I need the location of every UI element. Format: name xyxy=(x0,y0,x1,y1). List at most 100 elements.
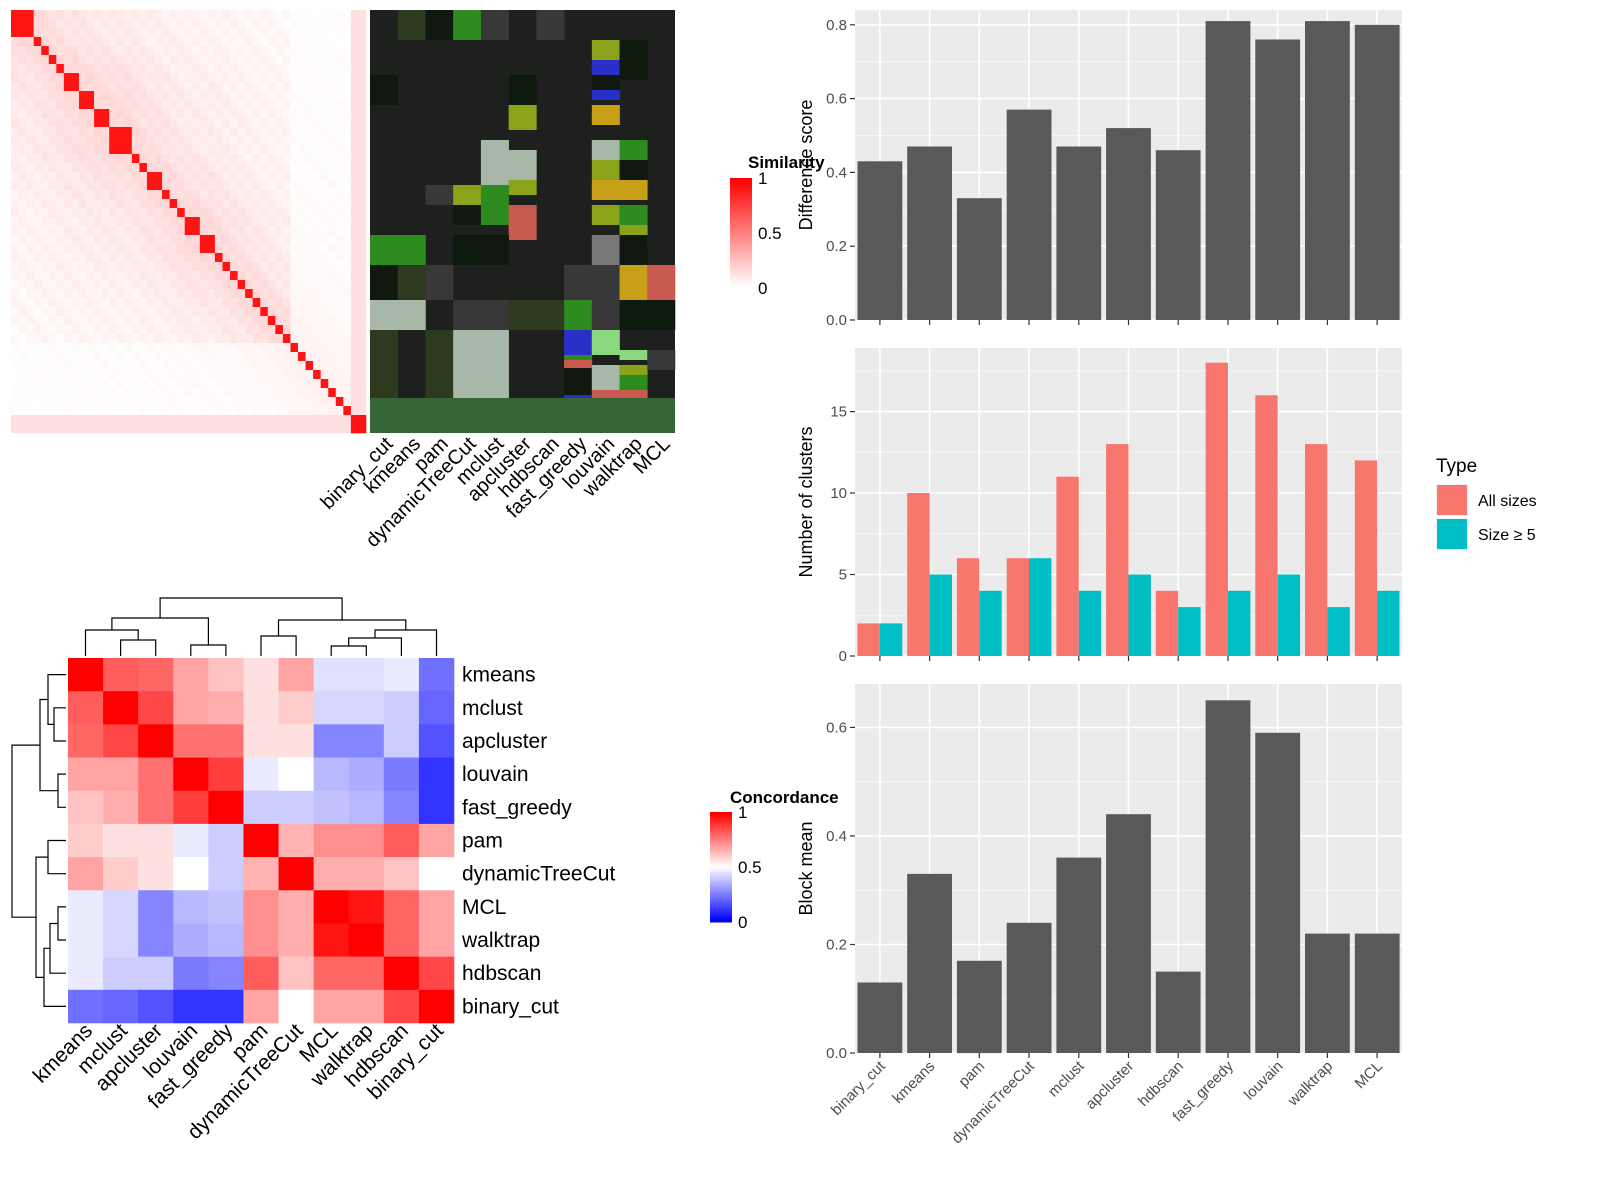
similarity-cell xyxy=(245,208,253,218)
similarity-cell xyxy=(169,388,178,398)
similarity-cell xyxy=(313,208,321,218)
bar xyxy=(1354,933,1400,1053)
similarity-cell xyxy=(343,361,352,371)
similarity-cell xyxy=(63,181,72,191)
similarity-cell xyxy=(177,28,186,38)
similarity-cell xyxy=(343,37,352,47)
similarity-cell xyxy=(282,64,291,74)
similarity-cell xyxy=(146,244,155,254)
similarity-cell xyxy=(78,307,87,317)
similarity-cell xyxy=(237,73,246,83)
similarity-cell xyxy=(11,55,19,65)
similarity-cell xyxy=(350,82,359,92)
similarity-cell xyxy=(260,217,269,227)
similarity-cell xyxy=(358,73,367,83)
similarity-cell xyxy=(139,19,148,29)
similarity-cell xyxy=(328,91,337,101)
similarity-cell xyxy=(11,397,19,407)
similarity-cell xyxy=(343,172,352,182)
similarity-cell xyxy=(139,109,148,119)
cluster-block xyxy=(480,300,509,330)
y-tick-label: 10 xyxy=(830,485,847,502)
similarity-cell xyxy=(350,235,359,245)
similarity-cell xyxy=(48,91,57,101)
concordance-cell xyxy=(418,890,455,924)
dendrogram-branch xyxy=(277,619,407,636)
similarity-cell xyxy=(146,415,155,425)
legend-tick-label: 0 xyxy=(758,279,767,298)
similarity-cell xyxy=(282,172,291,182)
similarity-cell xyxy=(131,82,140,92)
y-tick-label: 0.6 xyxy=(826,719,847,736)
similarity-cell xyxy=(199,37,208,47)
similarity-cell xyxy=(101,100,110,110)
similarity-cell xyxy=(207,136,216,146)
bar xyxy=(907,146,952,320)
similarity-cell xyxy=(162,415,170,425)
similarity-cell xyxy=(267,388,276,398)
similarity-cell xyxy=(11,37,19,47)
cluster-block xyxy=(564,300,593,330)
similarity-cell xyxy=(199,208,208,218)
similarity-cell xyxy=(199,199,208,209)
similarity-cell xyxy=(350,64,359,74)
similarity-cell xyxy=(162,307,170,317)
similarity-cell xyxy=(282,91,291,101)
similarity-cell xyxy=(343,388,352,398)
similarity-cell xyxy=(358,361,367,371)
similarity-cell xyxy=(131,10,140,20)
similarity-cell xyxy=(177,109,186,119)
similarity-cell xyxy=(350,415,359,425)
similarity-cell xyxy=(131,226,140,236)
similarity-cell xyxy=(26,343,34,353)
similarity-cell xyxy=(267,280,276,290)
similarity-cell xyxy=(124,172,133,182)
similarity-cell xyxy=(56,334,65,344)
similarity-cell xyxy=(139,28,148,38)
similarity-cell xyxy=(343,298,352,308)
legend-gradient-step xyxy=(710,814,732,818)
similarity-cell xyxy=(139,415,148,425)
similarity-cell xyxy=(214,226,223,236)
similarity-cell xyxy=(199,352,208,362)
similarity-cell xyxy=(184,136,193,146)
similarity-cell xyxy=(33,91,42,101)
similarity-cell xyxy=(320,208,329,218)
bar-all-sizes xyxy=(1255,395,1278,656)
similarity-cell xyxy=(320,55,329,65)
cluster-block xyxy=(480,185,509,205)
similarity-cell xyxy=(101,379,110,389)
similarity-cell xyxy=(298,199,306,209)
similarity-cell xyxy=(207,415,216,425)
similarity-cell xyxy=(124,64,133,74)
similarity-cell xyxy=(101,172,110,182)
concordance-cell xyxy=(138,757,174,792)
similarity-cell xyxy=(154,244,163,254)
similarity-cell xyxy=(252,37,261,47)
similarity-cell xyxy=(230,190,238,200)
similarity-cell xyxy=(86,55,95,65)
similarity-cell xyxy=(328,244,337,254)
similarity-cell xyxy=(305,244,314,254)
similarity-cell xyxy=(358,127,367,137)
similarity-cell xyxy=(275,109,284,119)
similarity-cell xyxy=(177,352,186,362)
similarity-cell xyxy=(298,172,306,182)
similarity-cell xyxy=(207,19,216,29)
similarity-cell xyxy=(146,145,155,155)
similarity-cell xyxy=(26,271,34,281)
similarity-cell xyxy=(358,19,367,29)
similarity-cell xyxy=(78,100,87,110)
similarity-cell xyxy=(320,73,329,83)
similarity-cell xyxy=(350,298,359,308)
similarity-cell xyxy=(109,145,118,155)
similarity-cell xyxy=(245,82,253,92)
similarity-cell xyxy=(33,415,42,425)
similarity-cell xyxy=(131,379,140,389)
similarity-cell xyxy=(214,181,223,191)
similarity-cell xyxy=(335,271,344,281)
similarity-cell xyxy=(305,55,314,65)
similarity-cell xyxy=(245,64,253,74)
similarity-cell xyxy=(358,145,367,155)
similarity-cell xyxy=(298,208,306,218)
